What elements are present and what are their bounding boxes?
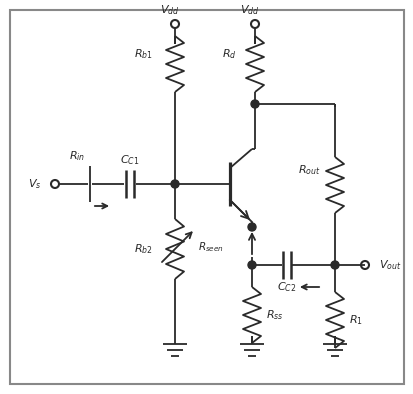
Circle shape (330, 261, 338, 269)
Text: $R_{in}$: $R_{in}$ (69, 149, 85, 163)
Circle shape (247, 223, 255, 231)
Text: $R_{ss}$: $R_{ss}$ (266, 308, 283, 322)
Text: $V_{dd}$: $V_{dd}$ (240, 3, 259, 17)
Text: $R_{b1}$: $R_{b1}$ (134, 47, 153, 61)
Text: $R_{b2}$: $R_{b2}$ (134, 242, 153, 256)
Circle shape (171, 180, 178, 188)
Text: $V_{out}$: $V_{out}$ (378, 258, 401, 272)
Text: $V_s$: $V_s$ (27, 177, 41, 191)
Text: $C_{C1}$: $C_{C1}$ (120, 153, 139, 167)
Text: $R_{out}$: $R_{out}$ (298, 163, 320, 177)
Text: $R_d$: $R_d$ (222, 47, 236, 61)
Circle shape (247, 261, 255, 269)
Text: $C_{C2}$: $C_{C2}$ (277, 280, 296, 294)
Circle shape (250, 100, 259, 108)
Text: $R_1$: $R_1$ (348, 313, 362, 327)
Text: $V_{dd}$: $V_{dd}$ (160, 3, 179, 17)
Text: $R_{seen}$: $R_{seen}$ (197, 240, 223, 254)
